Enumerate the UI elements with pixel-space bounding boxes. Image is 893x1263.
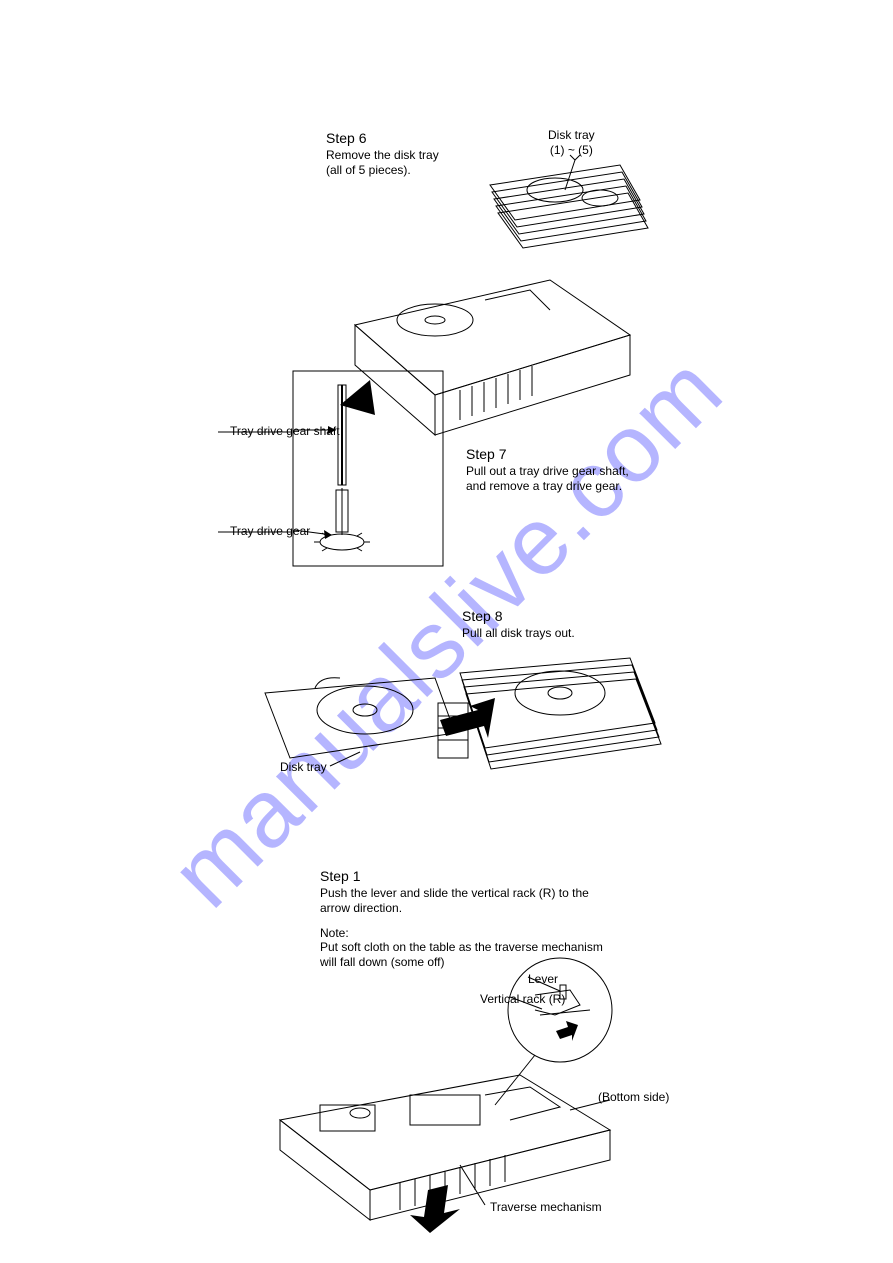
step1-illustration [260, 955, 680, 1235]
note-heading: Note: [320, 926, 349, 941]
step1-body: Push the lever and slide the vertical ra… [320, 886, 589, 916]
manual-page: manualslive.com Step 6 Remove the disk t… [0, 0, 893, 1263]
leader-shaft [218, 428, 298, 438]
tray-drive-detail [292, 370, 462, 570]
leader-disktray2 [330, 752, 370, 772]
step7-body: Pull out a tray drive gear shaft, and re… [466, 464, 629, 494]
leader-gear [218, 528, 298, 538]
step1-title: Step 1 [320, 868, 360, 886]
step7-title: Step 7 [466, 446, 506, 464]
disk-tray-label-2: Disk tray [280, 760, 327, 775]
step8-illustration [260, 618, 660, 818]
